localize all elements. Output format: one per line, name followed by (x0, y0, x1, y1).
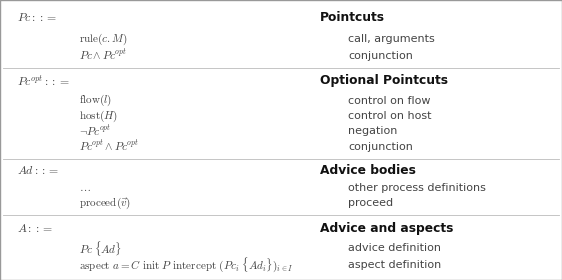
Text: Pointcuts: Pointcuts (320, 11, 386, 24)
Text: $\neg \mathit{Pc}^{opt}$: $\neg \mathit{Pc}^{opt}$ (79, 123, 111, 139)
Text: conjunction: conjunction (348, 51, 413, 61)
Text: other process definitions: other process definitions (348, 183, 486, 193)
Text: aspect definition: aspect definition (348, 260, 442, 270)
Text: Optional Pointcuts: Optional Pointcuts (320, 74, 448, 87)
Text: $\mathrm{flow}(\mathit{l})$: $\mathrm{flow}(\mathit{l})$ (79, 93, 112, 108)
Text: $\mathit{Pc}\ \{\mathit{Ad}\}$: $\mathit{Pc}\ \{\mathit{Ad}\}$ (79, 239, 122, 258)
Text: $\mathit{Pc} ::=$: $\mathit{Pc} ::=$ (17, 11, 57, 24)
Text: $\mathit{Pc}^{opt} \wedge \mathit{Pc}^{opt}$: $\mathit{Pc}^{opt} \wedge \mathit{Pc}^{o… (79, 139, 139, 154)
Text: call, arguments: call, arguments (348, 34, 435, 44)
Text: $\mathrm{rule}(\mathit{c}.\mathit{M})$: $\mathrm{rule}(\mathit{c}.\mathit{M})$ (79, 32, 128, 47)
Text: Advice and aspects: Advice and aspects (320, 222, 454, 235)
Text: conjunction: conjunction (348, 142, 413, 151)
Text: control on host: control on host (348, 111, 432, 121)
Text: advice definition: advice definition (348, 243, 441, 253)
Text: negation: negation (348, 126, 398, 136)
Text: $\mathit{Pc}^{opt} ::=$: $\mathit{Pc}^{opt} ::=$ (17, 73, 70, 89)
Text: $\mathit{Pc} \wedge \mathit{Pc}^{opt}$: $\mathit{Pc} \wedge \mathit{Pc}^{opt}$ (79, 48, 127, 64)
Text: Advice bodies: Advice bodies (320, 164, 416, 177)
Text: $\ldots$: $\ldots$ (79, 183, 90, 193)
Text: $\mathrm{aspect}\ \mathit{a} = \mathit{C}\ \mathrm{init}\ \mathit{P}\ \mathrm{in: $\mathrm{aspect}\ \mathit{a} = \mathit{C… (79, 255, 293, 274)
Text: $\mathit{A} ::=$: $\mathit{A} ::=$ (17, 222, 53, 235)
Text: $\mathrm{proceed}(\vec{v})$: $\mathrm{proceed}(\vec{v})$ (79, 196, 130, 211)
Text: $\mathrm{host}(\mathit{H})$: $\mathrm{host}(\mathit{H})$ (79, 108, 118, 123)
Text: $\mathit{Ad} ::=$: $\mathit{Ad} ::=$ (17, 164, 59, 177)
Text: proceed: proceed (348, 199, 393, 208)
Text: control on flow: control on flow (348, 96, 431, 106)
